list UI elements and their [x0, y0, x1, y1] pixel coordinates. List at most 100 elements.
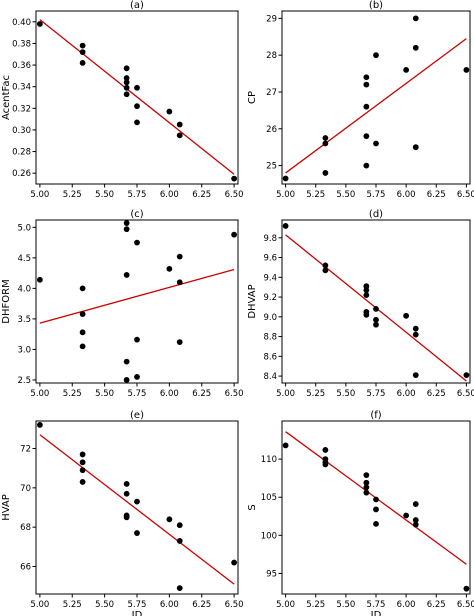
data-point	[373, 316, 379, 323]
y-tick-label: 9.2	[263, 293, 277, 303]
y-tick-label: 0.40	[12, 18, 31, 28]
data-point	[79, 42, 86, 49]
data-point	[123, 84, 130, 91]
data-point	[231, 175, 238, 182]
data-point	[123, 272, 130, 278]
data-point	[403, 512, 410, 519]
y-tick-label: 28	[266, 51, 277, 61]
data-point	[322, 140, 329, 147]
regression-line	[39, 268, 235, 324]
data-point	[363, 479, 370, 486]
data-point	[79, 285, 86, 292]
data-point	[282, 223, 289, 229]
y-tick-label: 29	[266, 14, 277, 24]
data-point	[363, 484, 370, 491]
x-axis-label: ID	[132, 610, 143, 616]
y-axis-label: DHVAP	[247, 284, 258, 318]
data-point	[373, 506, 379, 513]
regression-line	[39, 19, 235, 175]
y-tick-label: 0.30	[12, 126, 31, 136]
y-tick-label: 0.36	[12, 61, 31, 71]
x-tick-label: 6.50	[225, 600, 244, 610]
x-tick-label: 5.25	[63, 600, 82, 610]
x-tick-label: 5.75	[128, 190, 147, 200]
x-tick-label: 5.75	[367, 600, 386, 610]
data-point	[412, 331, 419, 338]
y-tick-label: 8.8	[263, 333, 277, 343]
data-point	[373, 306, 379, 312]
data-point	[79, 467, 86, 474]
data-point	[322, 135, 329, 141]
y-tick-label: 9.0	[263, 313, 277, 323]
y-tick-label: 27	[266, 88, 277, 98]
x-tick-label: 6.50	[457, 600, 474, 610]
data-point	[166, 265, 173, 272]
data-point	[123, 514, 130, 521]
y-tick-label: 110	[261, 455, 277, 465]
chart-panel-2: (b) 5.00 5.25 5.50 5.75 6.00 6.25 6.50 25 26 27 28 2…	[247, 0, 474, 200]
data-point	[134, 239, 140, 246]
data-point	[79, 329, 86, 336]
x-tick-label: 5.50	[95, 600, 114, 610]
data-point	[123, 358, 130, 365]
x-axis-label: ID	[371, 610, 382, 616]
x-tick-label: 5.50	[95, 190, 114, 200]
data-point	[403, 312, 410, 319]
y-tick-label: 95	[266, 569, 277, 579]
y-tick-label: 105	[261, 493, 277, 503]
data-point	[166, 108, 173, 115]
x-tick-label: 6.50	[225, 190, 244, 200]
panel-title: (c)	[130, 209, 143, 220]
panel-title: (b)	[369, 0, 383, 11]
data-point	[123, 75, 130, 81]
x-tick-label: 5.75	[367, 389, 386, 399]
x-tick-label: 6.00	[160, 190, 179, 200]
data-point	[176, 253, 183, 260]
data-point	[463, 585, 470, 592]
data-point	[123, 226, 130, 233]
data-point	[412, 521, 419, 528]
data-point	[134, 498, 140, 505]
x-tick-label: 6.50	[457, 190, 474, 200]
plot-frame	[35, 420, 239, 595]
y-axis-label: AcentFac	[1, 75, 12, 120]
x-tick-label: 5.00	[30, 600, 49, 610]
y-tick-label: 0.26	[12, 169, 31, 179]
plot-frame	[281, 10, 471, 185]
data-point	[79, 459, 86, 466]
data-point	[363, 292, 370, 298]
data-point	[363, 489, 370, 496]
x-tick-label: 6.00	[397, 600, 416, 610]
x-tick-label: 5.00	[30, 190, 49, 200]
y-tick-label: 72	[20, 445, 31, 455]
data-point	[412, 517, 419, 523]
y-tick-label: 0.34	[12, 83, 31, 93]
y-tick-label: 8.6	[263, 352, 277, 362]
x-tick-label: 5.50	[336, 389, 355, 399]
data-point	[322, 170, 329, 176]
x-tick-label: 6.25	[427, 600, 446, 610]
data-point	[373, 520, 379, 527]
x-tick-label: 6.50	[225, 389, 244, 399]
data-point	[322, 447, 329, 453]
data-point	[176, 121, 183, 128]
y-axis-label: DHFORM	[1, 279, 12, 323]
data-point	[36, 276, 43, 283]
chart-panel-3: (c) 5.00 5.25 5.50 5.75 6.00 6.25 6.50 2.5 3.0 3.5…	[1, 209, 244, 399]
plot-frame	[281, 219, 471, 384]
y-axis-label: S	[247, 504, 258, 510]
y-axis-label: CP	[247, 91, 258, 104]
panel-title: (d)	[369, 209, 383, 220]
data-point	[79, 311, 86, 317]
data-point	[79, 49, 86, 55]
data-point	[176, 339, 183, 345]
data-point	[412, 325, 419, 332]
y-tick-label: 0.28	[12, 148, 31, 158]
data-point	[176, 279, 183, 286]
y-tick-label: 26	[266, 125, 277, 135]
data-point	[134, 103, 140, 110]
chart-panel-6: (f) 5.00 5.25 5.50 5.75 6.00 6.25 6.50 95 100 105 1…	[247, 410, 474, 616]
y-tick-label: 100	[261, 531, 277, 541]
data-point	[176, 132, 183, 139]
regression-line	[39, 434, 235, 585]
